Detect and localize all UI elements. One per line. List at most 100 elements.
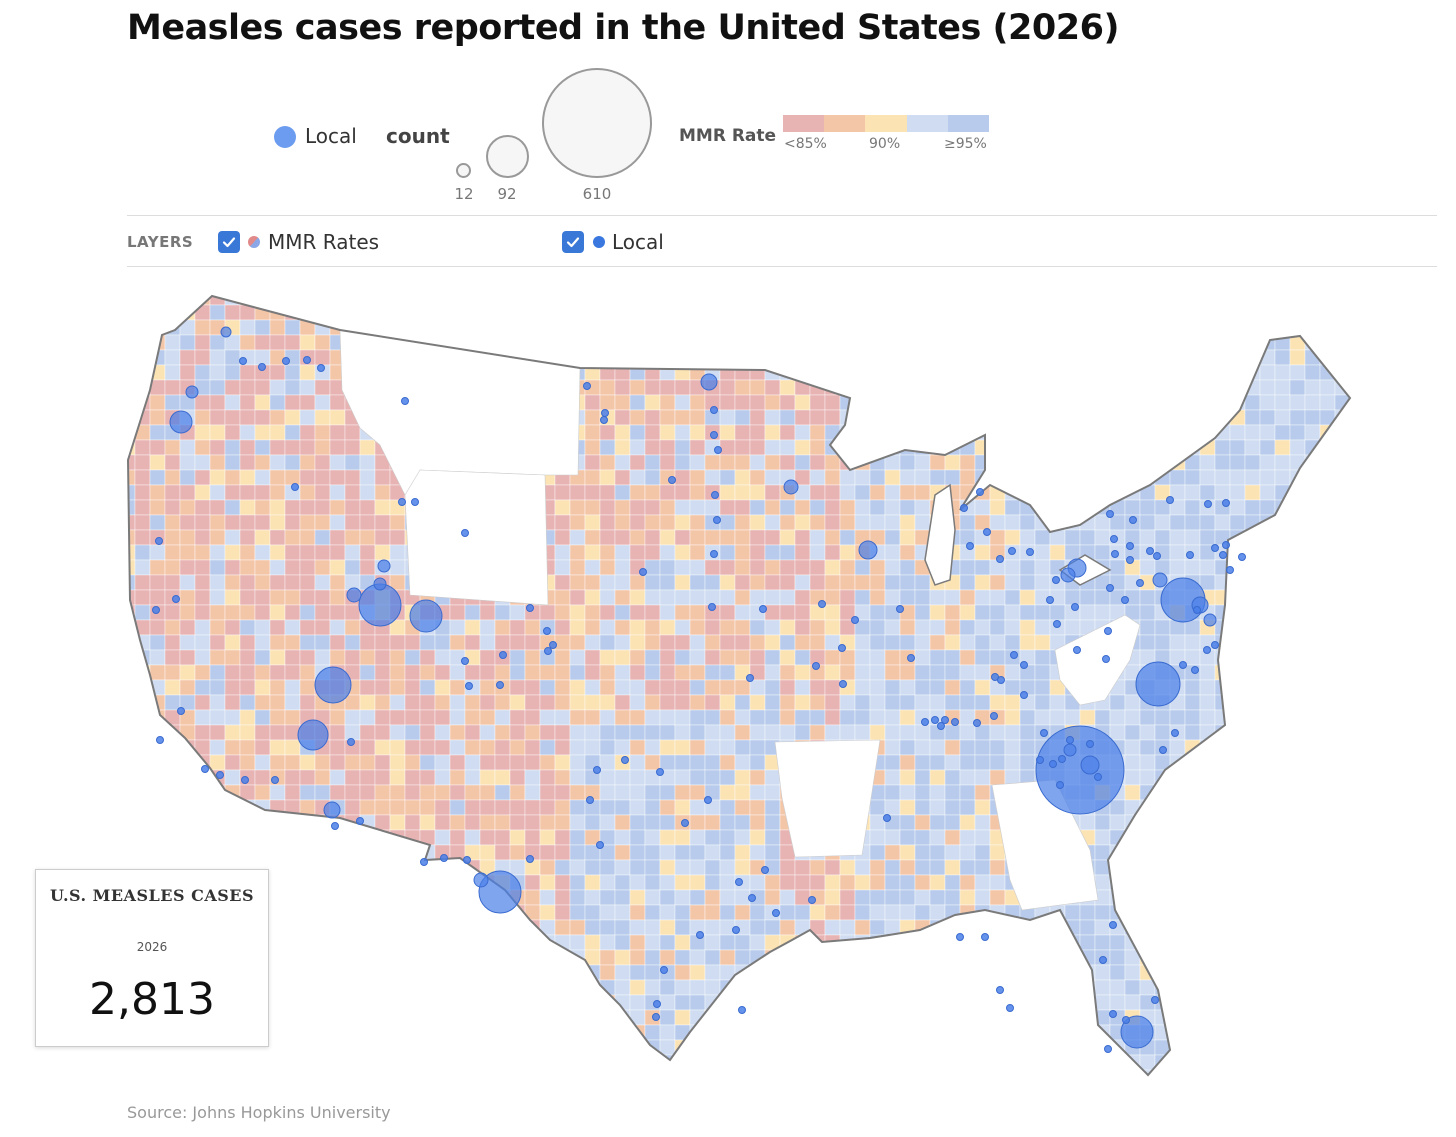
case-bubble[interactable] xyxy=(601,409,609,417)
case-bubble[interactable] xyxy=(772,909,780,917)
case-bubble[interactable] xyxy=(1152,572,1168,588)
case-bubble[interactable] xyxy=(1166,496,1174,504)
case-bubble[interactable] xyxy=(997,676,1005,684)
local-checkbox[interactable] xyxy=(562,231,584,253)
case-bubble[interactable] xyxy=(966,542,974,550)
case-bubble[interactable] xyxy=(156,736,164,744)
case-bubble[interactable] xyxy=(1104,1045,1112,1053)
case-bubble[interactable] xyxy=(1099,956,1107,964)
case-bubble[interactable] xyxy=(1151,996,1159,1004)
case-bubble[interactable] xyxy=(1120,1015,1154,1049)
case-bubble[interactable] xyxy=(331,822,339,830)
case-bubble[interactable] xyxy=(303,356,311,364)
case-bubble[interactable] xyxy=(1146,547,1154,555)
case-bubble[interactable] xyxy=(1109,1010,1117,1018)
case-bubble[interactable] xyxy=(291,483,299,491)
case-bubble[interactable] xyxy=(1106,510,1114,518)
case-bubble[interactable] xyxy=(1219,551,1227,559)
case-bubble[interactable] xyxy=(549,641,557,649)
case-bubble[interactable] xyxy=(177,707,185,715)
case-bubble[interactable] xyxy=(544,647,552,655)
case-bubble[interactable] xyxy=(583,382,591,390)
case-bubble[interactable] xyxy=(420,858,428,866)
case-bubble[interactable] xyxy=(172,595,180,603)
case-bubble[interactable] xyxy=(761,866,769,874)
case-bubble[interactable] xyxy=(656,768,664,776)
case-bubble[interactable] xyxy=(1035,725,1125,815)
case-bubble[interactable] xyxy=(681,819,689,827)
case-bubble[interactable] xyxy=(1046,596,1054,604)
case-bubble[interactable] xyxy=(783,479,799,495)
case-bubble[interactable] xyxy=(1094,773,1102,781)
case-bubble[interactable] xyxy=(271,776,279,784)
case-bubble[interactable] xyxy=(526,855,534,863)
case-bubble[interactable] xyxy=(732,926,740,934)
case-bubble[interactable] xyxy=(185,385,199,399)
case-bubble[interactable] xyxy=(738,1006,746,1014)
case-bubble[interactable] xyxy=(463,856,471,864)
case-bubble[interactable] xyxy=(714,446,722,454)
case-bubble[interactable] xyxy=(652,1013,660,1021)
case-bubble[interactable] xyxy=(586,796,594,804)
case-bubble[interactable] xyxy=(1129,516,1137,524)
case-bubble[interactable] xyxy=(282,357,290,365)
case-bubble[interactable] xyxy=(314,666,352,704)
case-bubble[interactable] xyxy=(478,870,522,914)
case-bubble[interactable] xyxy=(600,416,608,424)
case-bubble[interactable] xyxy=(496,681,504,689)
case-bubble[interactable] xyxy=(239,357,247,365)
case-bubble[interactable] xyxy=(711,491,719,499)
case-bubble[interactable] xyxy=(499,651,507,659)
case-bubble[interactable] xyxy=(1204,500,1212,508)
case-bubble[interactable] xyxy=(473,872,489,888)
case-bubble[interactable] xyxy=(937,722,945,730)
case-bubble[interactable] xyxy=(748,894,756,902)
case-bubble[interactable] xyxy=(1171,729,1179,737)
case-bubble[interactable] xyxy=(1136,579,1144,587)
case-bubble[interactable] xyxy=(1238,553,1246,561)
case-bubble[interactable] xyxy=(710,550,718,558)
case-bubble[interactable] xyxy=(347,738,355,746)
case-bubble[interactable] xyxy=(668,476,676,484)
case-bubble[interactable] xyxy=(981,933,989,941)
case-bubble[interactable] xyxy=(907,654,915,662)
case-bubble[interactable] xyxy=(1073,646,1081,654)
case-bubble[interactable] xyxy=(996,986,1004,994)
case-bubble[interactable] xyxy=(155,537,163,545)
case-bubble[interactable] xyxy=(1063,743,1077,757)
case-bubble[interactable] xyxy=(1006,1004,1014,1012)
case-bubble[interactable] xyxy=(1010,651,1018,659)
case-bubble[interactable] xyxy=(593,766,601,774)
case-bubble[interactable] xyxy=(996,555,1004,563)
case-bubble[interactable] xyxy=(808,896,816,904)
case-bubble[interactable] xyxy=(956,933,964,941)
case-bubble[interactable] xyxy=(951,718,959,726)
case-bubble[interactable] xyxy=(759,605,767,613)
case-bubble[interactable] xyxy=(373,577,387,591)
case-bubble[interactable] xyxy=(1226,566,1234,574)
case-bubble[interactable] xyxy=(1020,661,1028,669)
case-bubble[interactable] xyxy=(241,776,249,784)
case-bubble[interactable] xyxy=(708,603,716,611)
case-bubble[interactable] xyxy=(398,498,406,506)
case-bubble[interactable] xyxy=(973,719,981,727)
case-bubble[interactable] xyxy=(921,718,929,726)
case-bubble[interactable] xyxy=(990,712,998,720)
case-bubble[interactable] xyxy=(356,817,364,825)
case-bubble[interactable] xyxy=(1111,550,1119,558)
case-bubble[interactable] xyxy=(1193,606,1201,614)
case-bubble[interactable] xyxy=(440,854,448,862)
case-bubble[interactable] xyxy=(1126,556,1134,564)
case-bubble[interactable] xyxy=(1053,620,1061,628)
case-bubble[interactable] xyxy=(710,431,718,439)
case-bubble[interactable] xyxy=(465,682,473,690)
case-bubble[interactable] xyxy=(713,516,721,524)
case-bubble[interactable] xyxy=(258,363,266,371)
case-bubble[interactable] xyxy=(1203,613,1217,627)
case-bubble[interactable] xyxy=(1102,655,1110,663)
case-bubble[interactable] xyxy=(1126,542,1134,550)
case-bubble[interactable] xyxy=(710,406,718,414)
case-bubble[interactable] xyxy=(896,605,904,613)
case-bubble[interactable] xyxy=(941,716,949,724)
case-bubble[interactable] xyxy=(639,568,647,576)
